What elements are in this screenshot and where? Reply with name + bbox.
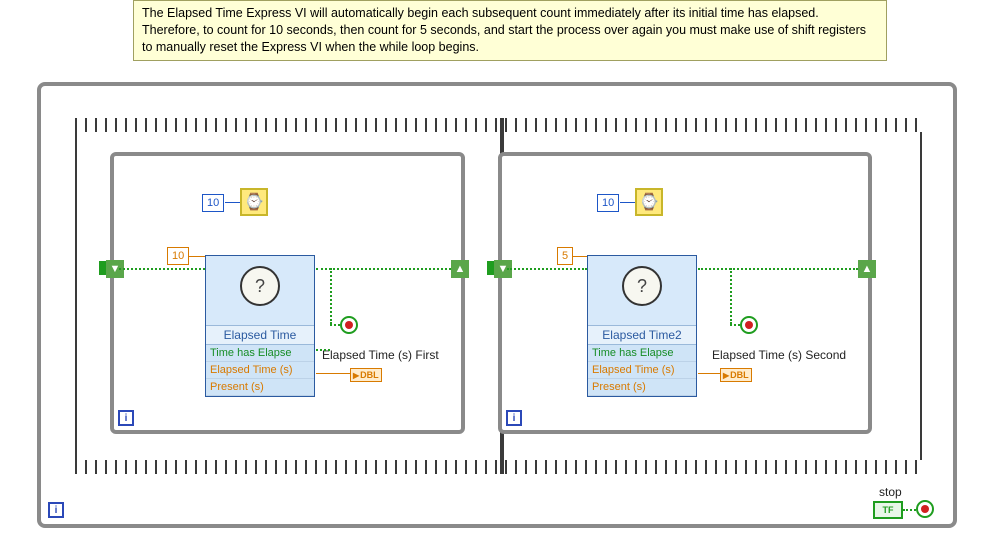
loop-condition-terminal-2[interactable] xyxy=(740,316,758,334)
wire xyxy=(730,268,732,324)
iteration-terminal-2: i xyxy=(506,410,522,426)
wire xyxy=(330,268,332,324)
wire xyxy=(330,324,340,326)
iteration-terminal-1: i xyxy=(118,410,134,426)
wire xyxy=(620,202,635,203)
stop-control-label: stop xyxy=(879,485,902,499)
wait-constant-2: 10 xyxy=(597,194,619,212)
terminal-time-has-elapsed: Time has Elapse xyxy=(588,345,696,362)
wire xyxy=(698,373,720,374)
stop-boolean-control[interactable]: TF xyxy=(873,501,903,519)
dbl-indicator-2: DBL xyxy=(720,368,752,382)
outer-loop-condition-terminal[interactable] xyxy=(916,500,934,518)
wire xyxy=(316,349,330,351)
express-vi-title: Elapsed Time2 xyxy=(588,326,696,345)
indicator-label-1: Elapsed Time (s) First xyxy=(322,348,439,362)
wire xyxy=(188,256,205,257)
terminal-time-has-elapsed: Time has Elapse xyxy=(206,345,314,362)
wire xyxy=(316,373,350,374)
terminal-present: Present (s) xyxy=(588,379,696,396)
elapsed-time-express-vi-2[interactable]: ? Elapsed Time2 Time has Elapse Elapsed … xyxy=(587,255,697,397)
wait-ms-icon-2: ⌚ xyxy=(635,188,663,216)
outer-iteration-terminal: i xyxy=(48,502,64,518)
loop-condition-terminal-1[interactable] xyxy=(340,316,358,334)
wait-ms-icon-1: ⌚ xyxy=(240,188,268,216)
elapsed-time-express-vi-1[interactable]: ? Elapsed Time Time has Elapse Elapsed T… xyxy=(205,255,315,397)
stopwatch-icon: ? xyxy=(622,266,662,306)
terminal-elapsed-time: Elapsed Time (s) xyxy=(206,362,314,379)
wire xyxy=(316,268,451,270)
shift-register-right-1: ▲ xyxy=(451,260,469,278)
comment-text: The Elapsed Time Express VI will automat… xyxy=(142,6,866,54)
wire xyxy=(698,268,858,270)
wire xyxy=(225,202,240,203)
time-target-constant-2: 5 xyxy=(557,247,573,265)
wait-constant-1: 10 xyxy=(202,194,224,212)
express-vi-title: Elapsed Time xyxy=(206,326,314,345)
terminal-elapsed-time: Elapsed Time (s) xyxy=(588,362,696,379)
express-vi-icon-area: ? xyxy=(206,256,314,326)
wire xyxy=(119,268,205,270)
wire xyxy=(572,256,587,257)
stopwatch-icon: ? xyxy=(240,266,280,306)
terminal-present: Present (s) xyxy=(206,379,314,396)
time-target-constant-1: 10 xyxy=(167,247,189,265)
wire xyxy=(507,268,587,270)
dbl-indicator-1: DBL xyxy=(350,368,382,382)
comment-box: The Elapsed Time Express VI will automat… xyxy=(133,0,887,61)
shift-register-right-2: ▲ xyxy=(858,260,876,278)
wire xyxy=(903,509,916,511)
wire xyxy=(730,324,740,326)
express-vi-icon-area: ? xyxy=(588,256,696,326)
indicator-label-2: Elapsed Time (s) Second xyxy=(712,348,846,362)
